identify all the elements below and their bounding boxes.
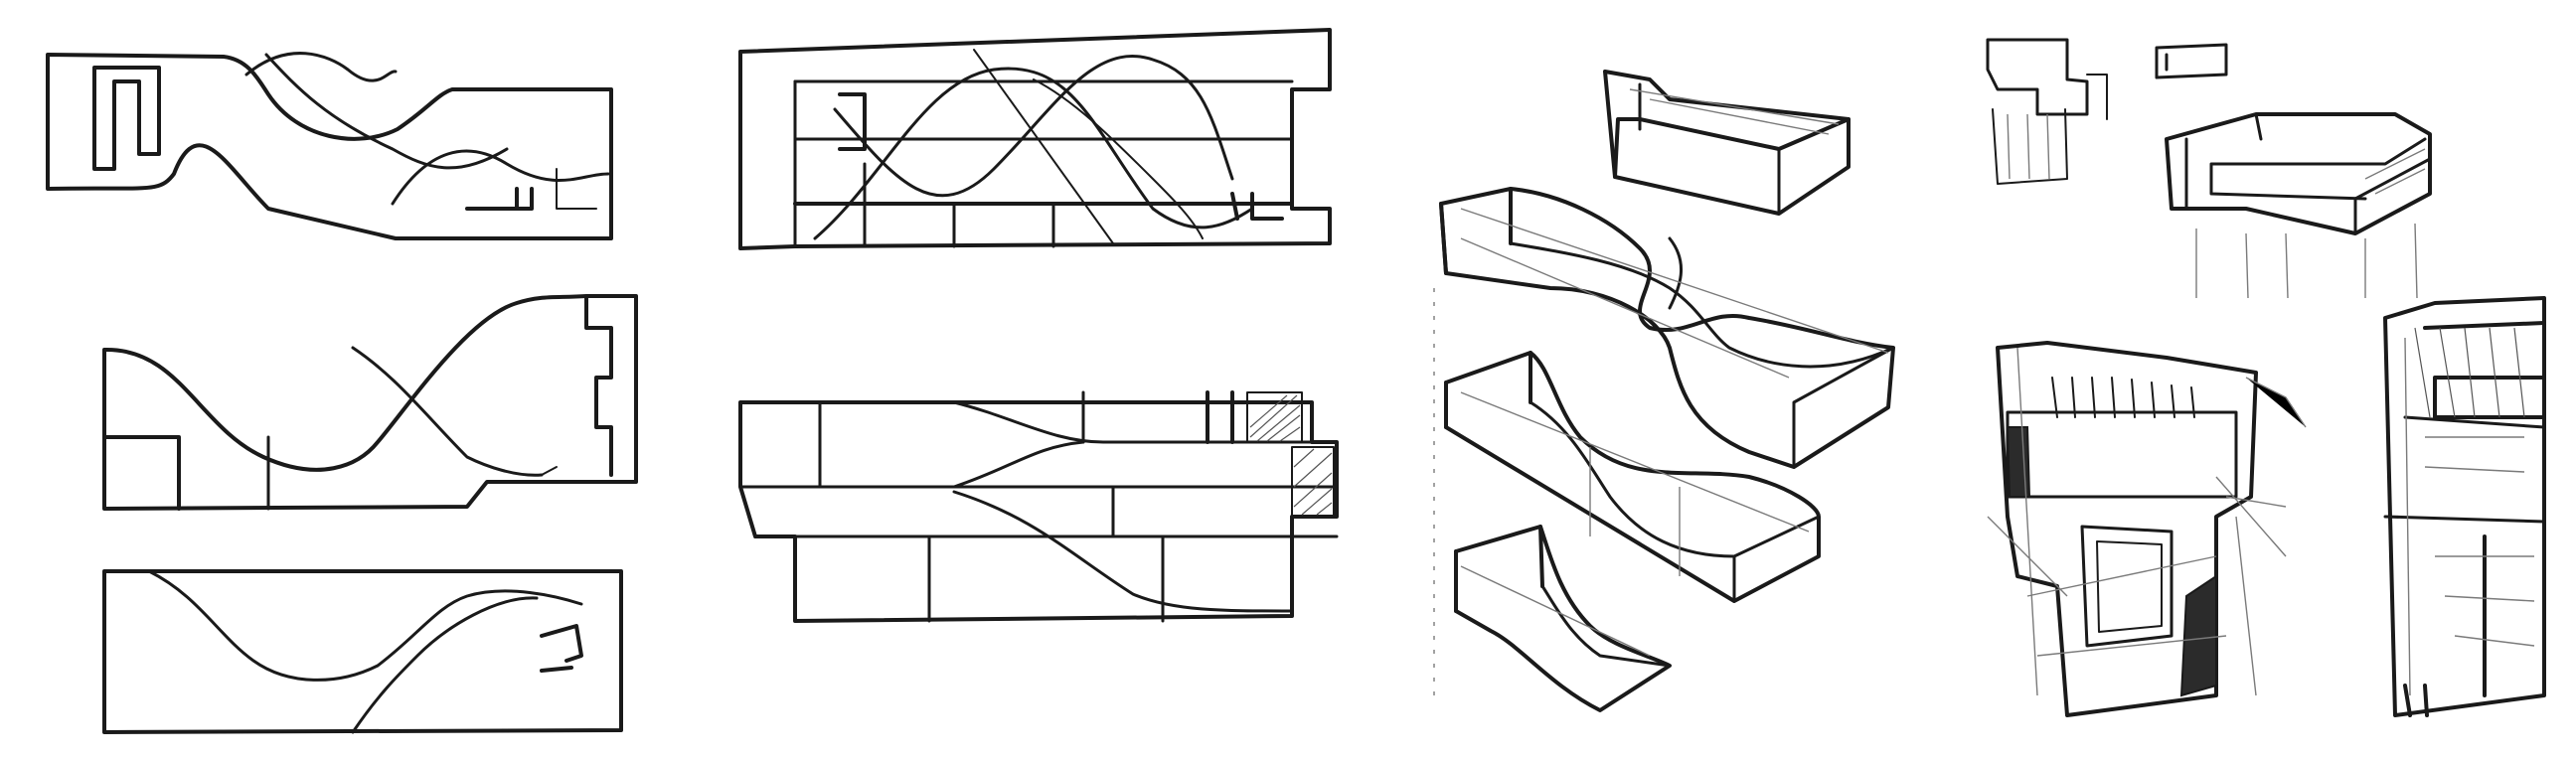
hatched-block-2: [1291, 446, 1335, 518]
axonometric-sketch-3: [1444, 351, 1821, 603]
perspective-sketch-3: [1987, 341, 2307, 717]
perspective-sketch-2: [2165, 112, 2432, 299]
perspective-sketch-4: [2383, 296, 2546, 717]
plan-sketch-3: [102, 569, 623, 734]
axonometric-sketch-4: [1433, 288, 1672, 712]
perspective-sketch-1: [1986, 38, 2228, 185]
plan-sketch-4: [738, 28, 1332, 250]
hatched-block-1: [1246, 391, 1303, 443]
axonometric-sketch-2: [1439, 187, 1895, 469]
plan-sketch-5: [738, 390, 1339, 623]
axonometric-sketch-1: [1603, 70, 1851, 216]
plan-sketch-2: [102, 294, 638, 511]
plan-sketch-1: [46, 52, 613, 240]
